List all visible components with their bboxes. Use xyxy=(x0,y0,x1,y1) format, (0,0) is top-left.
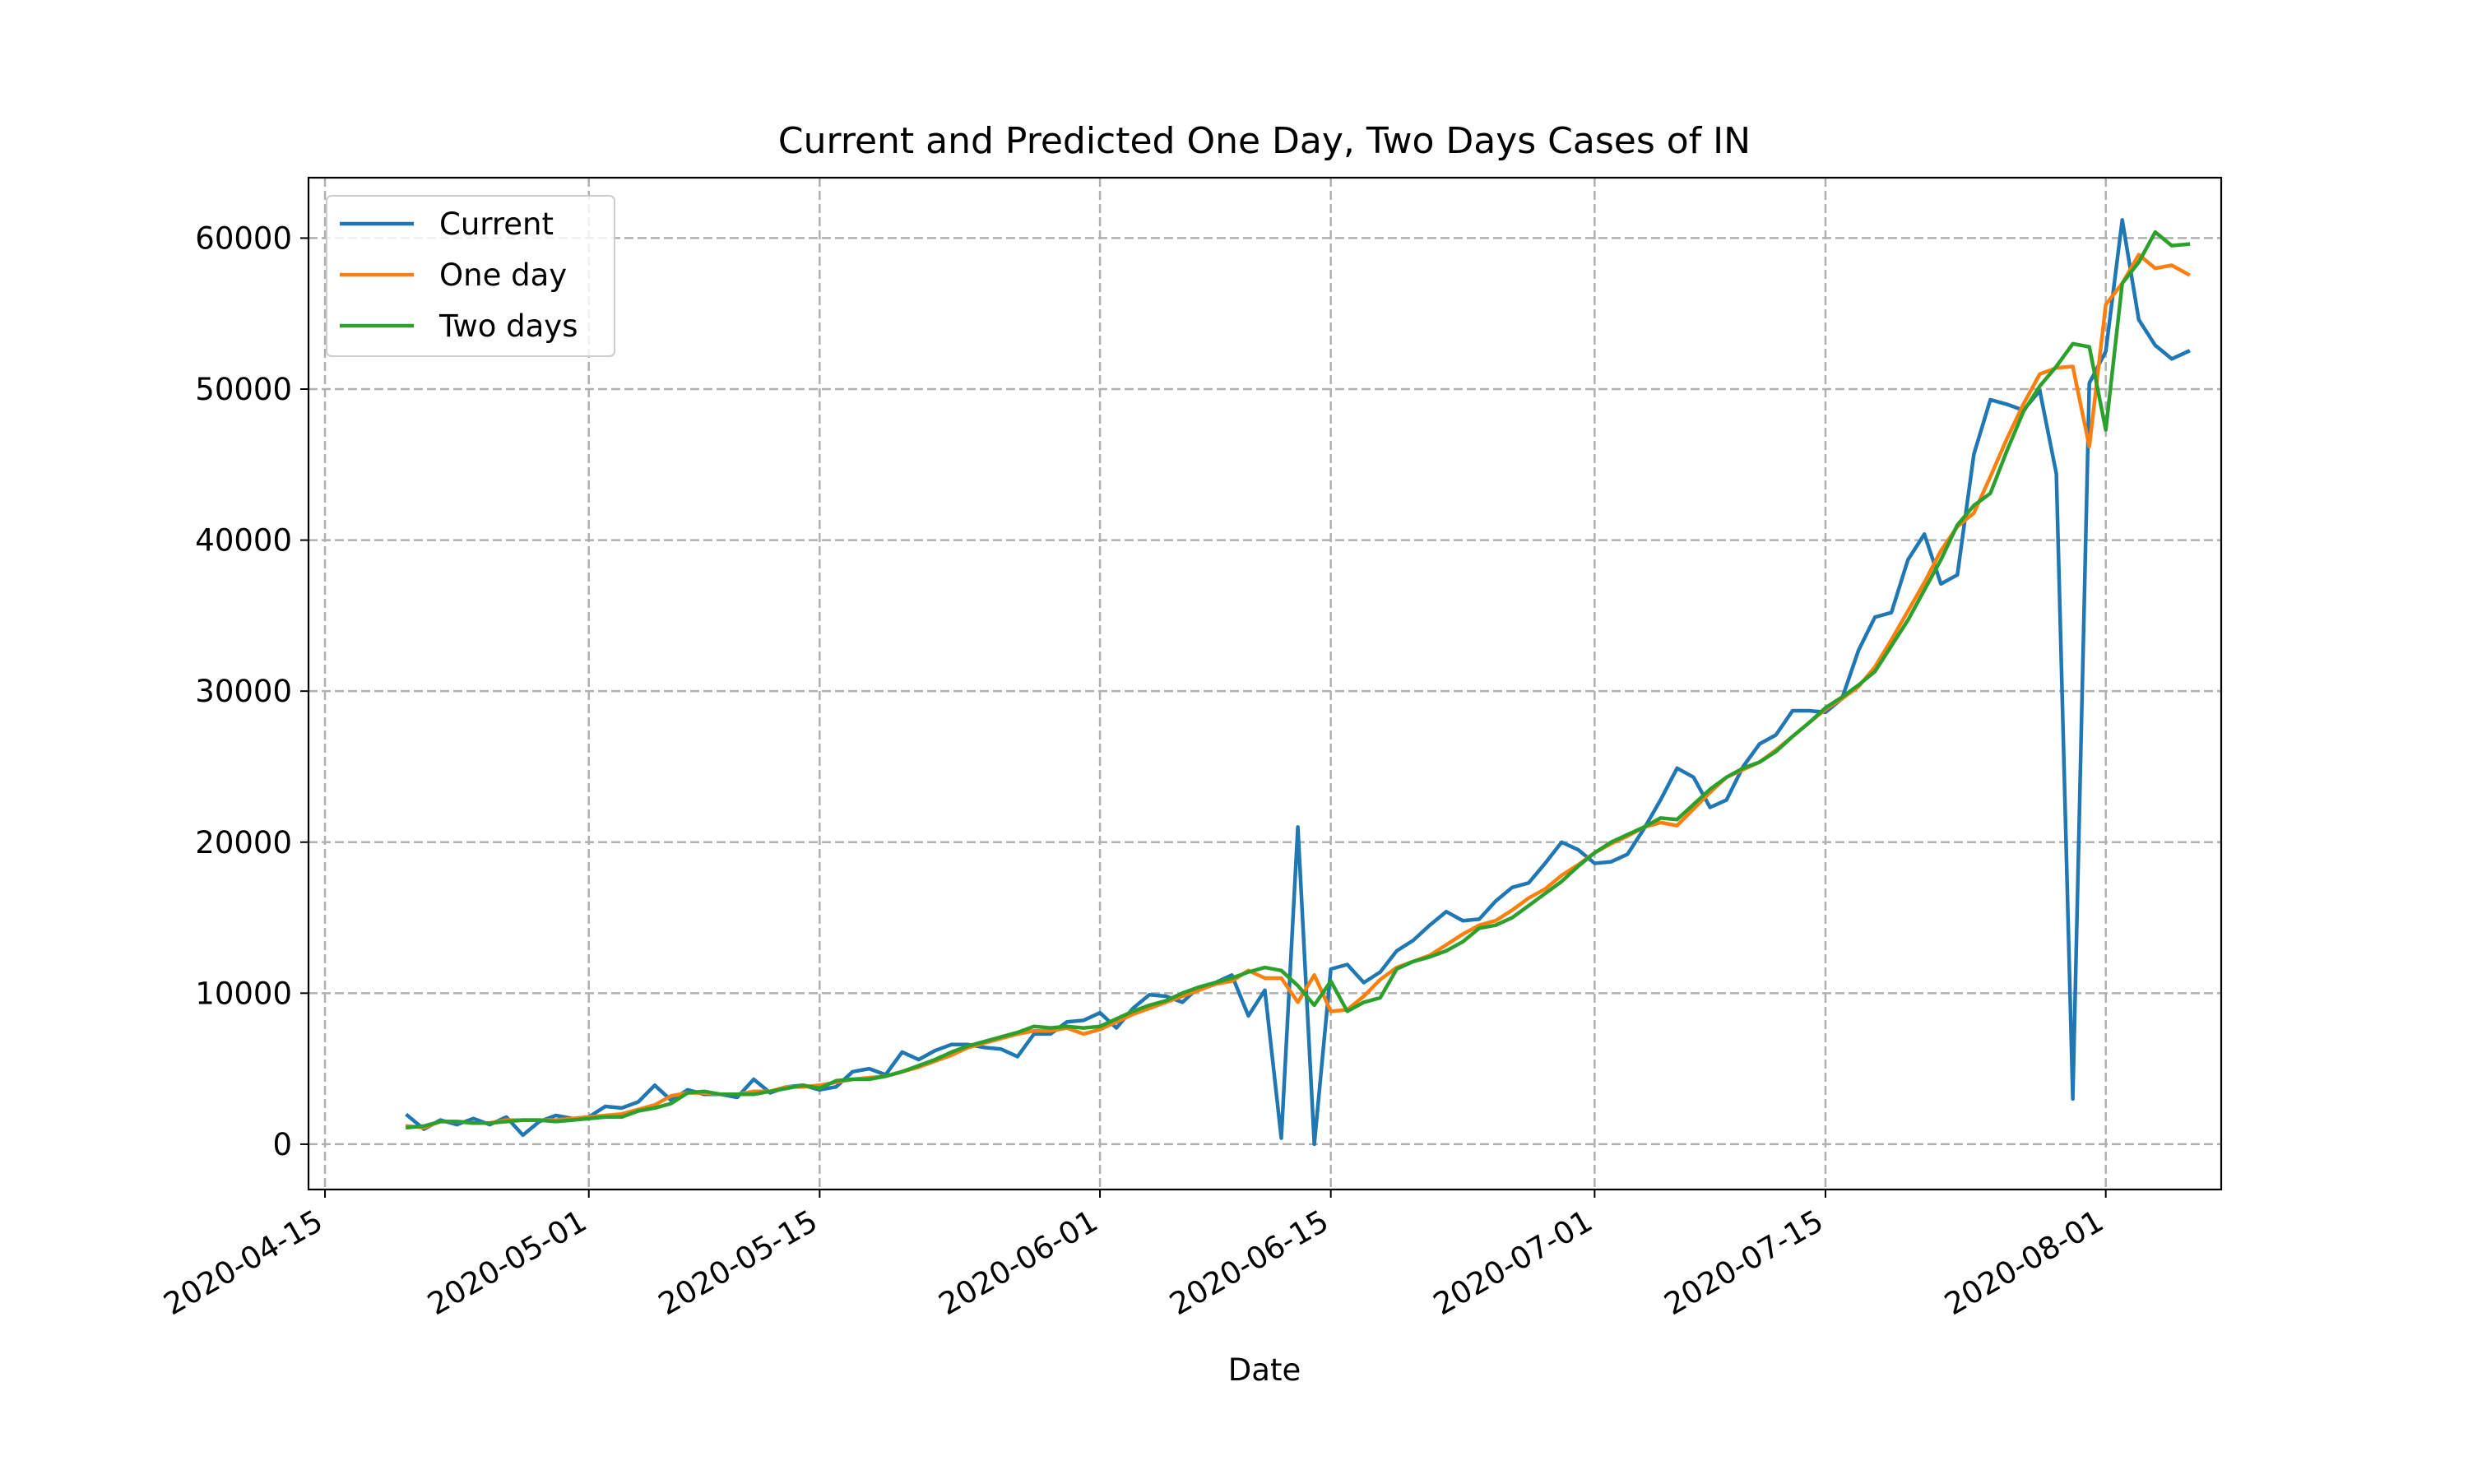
series-lines xyxy=(405,218,2191,1147)
y-axis-ticks: 0 10000 20000 30000 40000 50000 60000 xyxy=(195,220,308,1162)
y-tick-label: 10000 xyxy=(195,976,292,1011)
x-axis-label: Date xyxy=(1228,1352,1301,1388)
y-tick-label: 0 xyxy=(272,1127,292,1162)
y-tick-label: 60000 xyxy=(195,220,292,256)
series-line-two-days xyxy=(405,230,2191,1130)
y-tick-label: 50000 xyxy=(195,372,292,407)
legend-label: One day xyxy=(439,257,567,293)
y-tick-label: 40000 xyxy=(195,523,292,559)
legend-label: Two days xyxy=(438,308,578,344)
y-tick-label: 30000 xyxy=(195,674,292,709)
chart-title: Current and Predicted One Day, Two Days … xyxy=(778,120,1751,162)
legend-label: Current xyxy=(439,206,554,242)
y-tick-label: 20000 xyxy=(195,825,292,860)
legend: Current One day Two days xyxy=(326,195,615,357)
legend-box xyxy=(326,195,615,357)
axes-frame xyxy=(307,176,2223,1191)
